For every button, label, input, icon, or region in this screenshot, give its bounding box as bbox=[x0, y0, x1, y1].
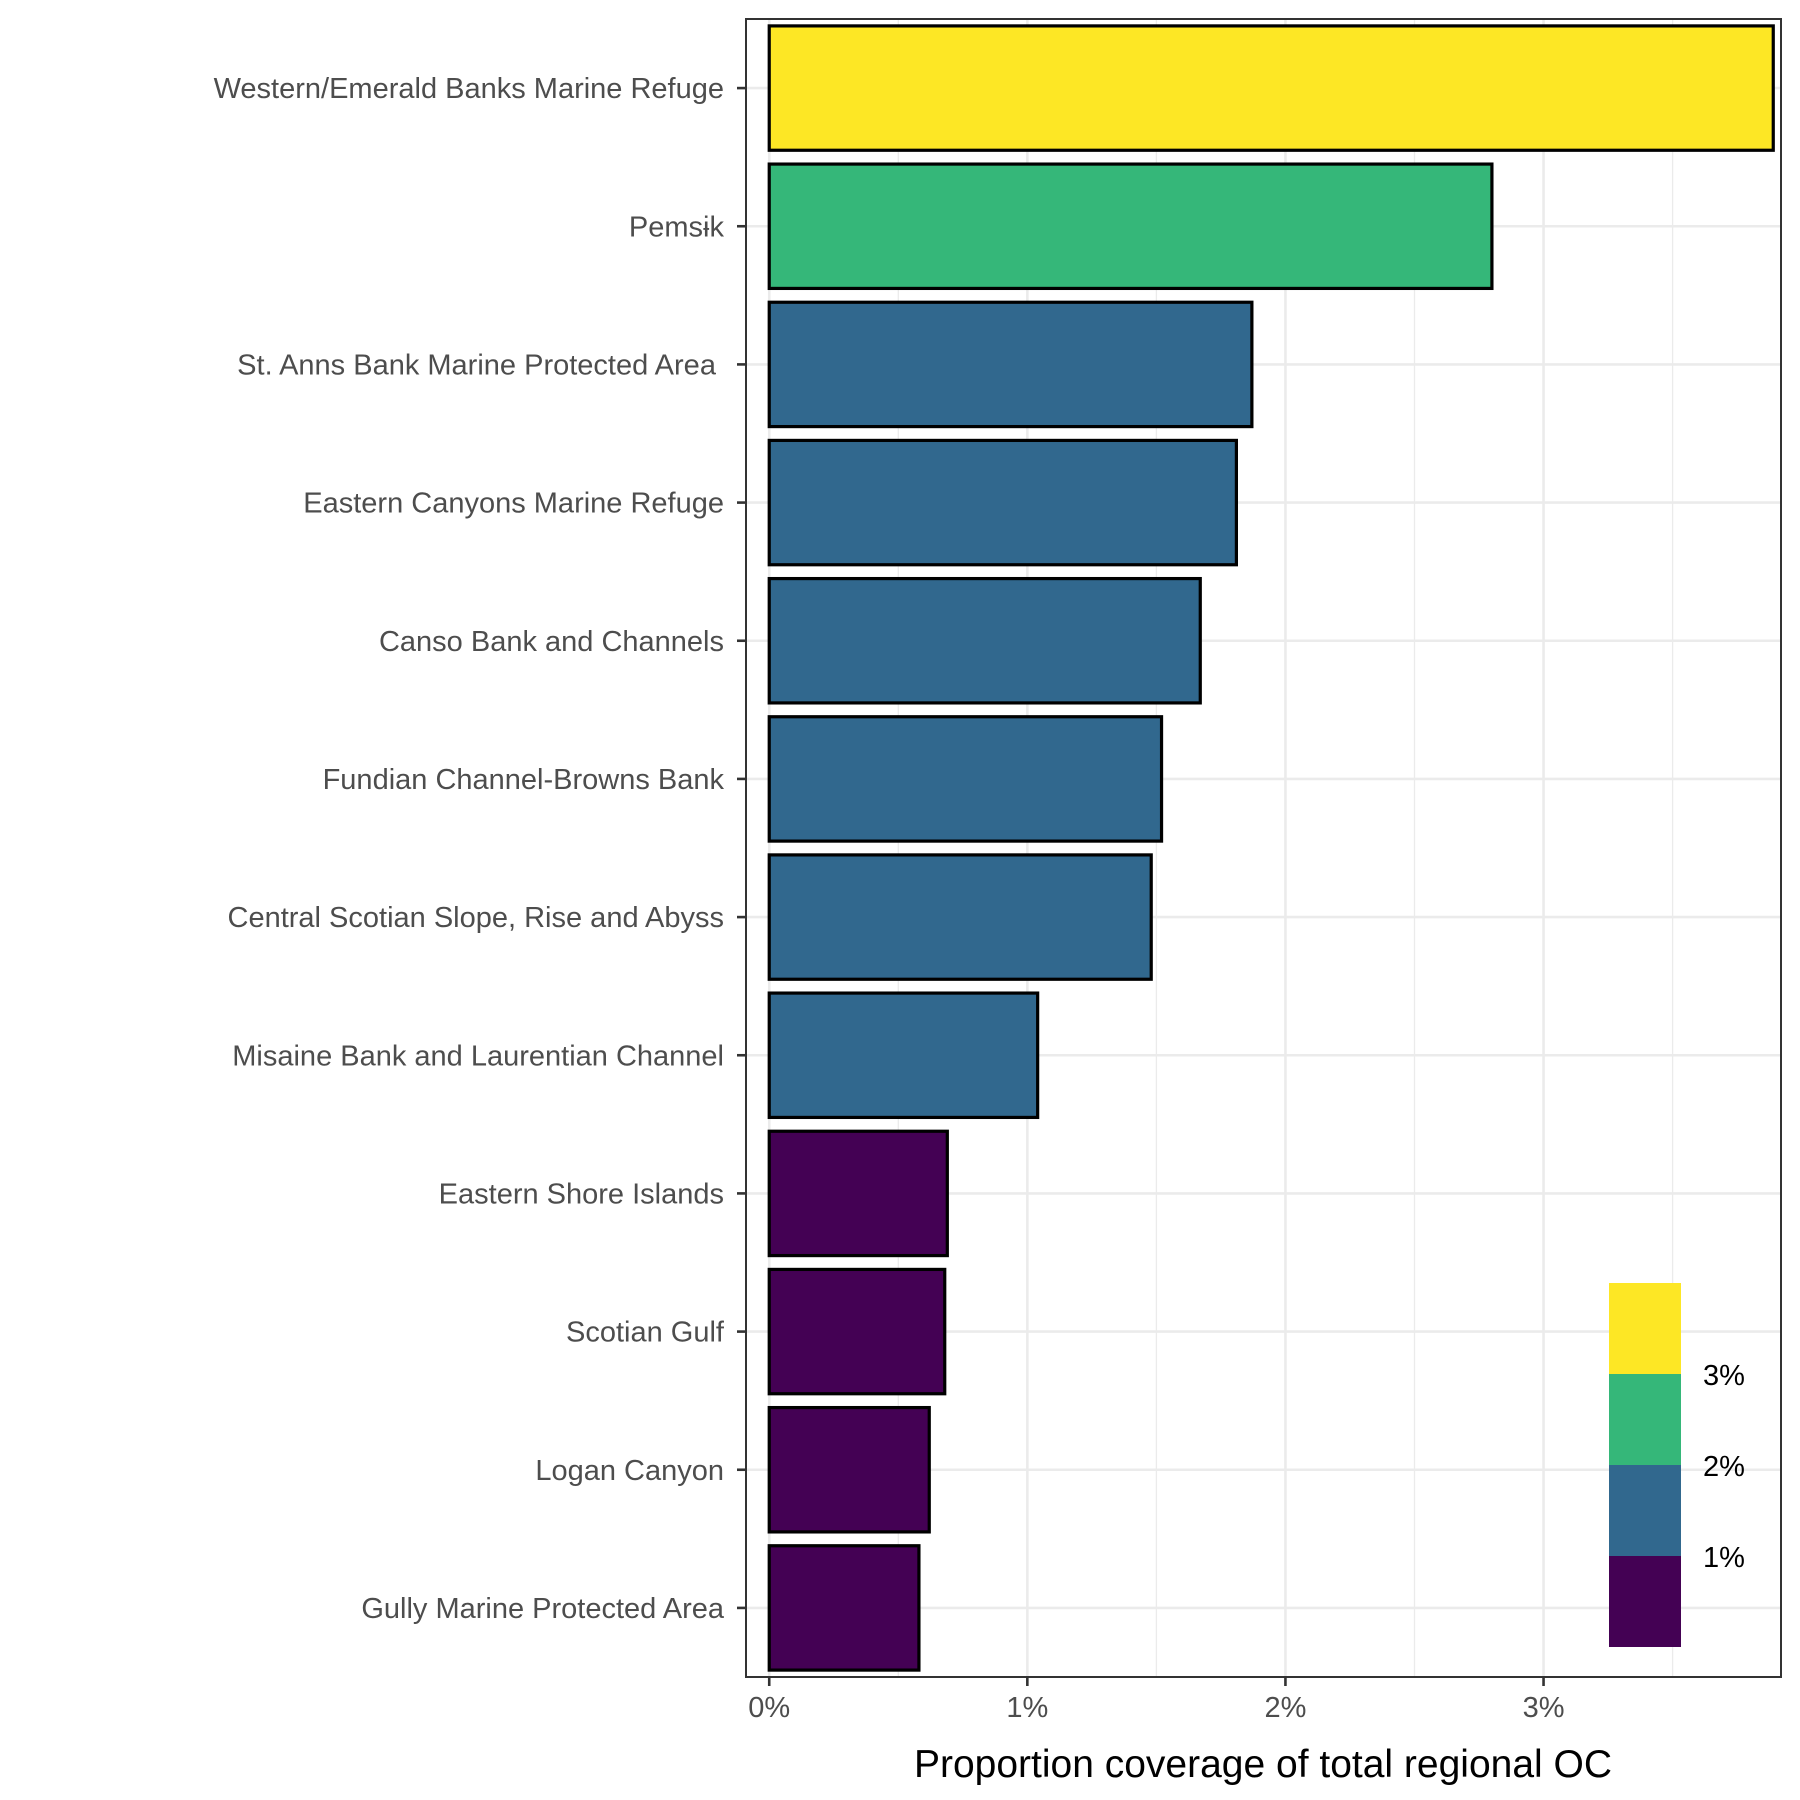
x-tick-label: 2% bbox=[1264, 1692, 1306, 1724]
plot-panel-border bbox=[745, 18, 1782, 1678]
bar bbox=[767, 162, 1494, 291]
x-axis: 0% 1% 2% 3% bbox=[748, 1677, 1565, 1724]
bar bbox=[767, 1544, 921, 1672]
y-axis: Western/Emerald Banks Marine Refuge Pemsɨ… bbox=[214, 73, 746, 1625]
legend-color-bin bbox=[1609, 1556, 1681, 1647]
legend-label: 2% bbox=[1703, 1451, 1745, 1483]
bar bbox=[767, 300, 1254, 429]
y-tick-label: Logan Canyon bbox=[535, 1455, 724, 1487]
y-tick-label: Scotian Gulf bbox=[566, 1317, 725, 1349]
y-tick-label: Fundian Channel-Browns Bank bbox=[323, 764, 725, 796]
bar bbox=[767, 991, 1040, 1120]
y-tick-label: Central Scotian Slope, Rise and Abyss bbox=[228, 902, 725, 934]
y-tick-label: Western/Emerald Banks Marine Refuge bbox=[214, 73, 724, 105]
x-tick-label: 3% bbox=[1523, 1692, 1565, 1724]
bar bbox=[767, 853, 1153, 981]
legend-label: 1% bbox=[1703, 1542, 1745, 1574]
legend: 1% 2% 3% bbox=[1609, 1283, 1745, 1647]
y-tick-label: Eastern Canyons Marine Refuge bbox=[303, 488, 724, 520]
bars bbox=[767, 24, 1775, 1672]
bar bbox=[767, 715, 1164, 843]
bar bbox=[767, 576, 1202, 705]
legend-color-bin bbox=[1609, 1374, 1681, 1465]
y-tick-label: Gully Marine Protected Area bbox=[361, 1593, 725, 1625]
y-tick-label: Pemsɨk bbox=[629, 211, 725, 243]
legend-label: 3% bbox=[1703, 1360, 1745, 1392]
x-tick-label: 1% bbox=[1006, 1692, 1048, 1724]
bar bbox=[767, 1405, 931, 1534]
bar bbox=[767, 438, 1238, 567]
legend-color-bin bbox=[1609, 1283, 1681, 1374]
y-tick-label: Eastern Shore Islands bbox=[439, 1178, 724, 1210]
y-tick-label: Canso Bank and Channels bbox=[379, 626, 724, 658]
legend-color-bin bbox=[1609, 1465, 1681, 1556]
x-axis-title: Proportion coverage of total regional OC bbox=[914, 1743, 1612, 1786]
bar bbox=[767, 24, 1775, 152]
y-tick-label: Misaine Bank and Laurentian Channel bbox=[232, 1040, 724, 1072]
bar bbox=[767, 1267, 947, 1396]
x-tick-label: 0% bbox=[748, 1692, 790, 1724]
y-tick-label: St. Anns Bank Marine Protected Area bbox=[237, 349, 724, 381]
bar bbox=[767, 1129, 949, 1258]
